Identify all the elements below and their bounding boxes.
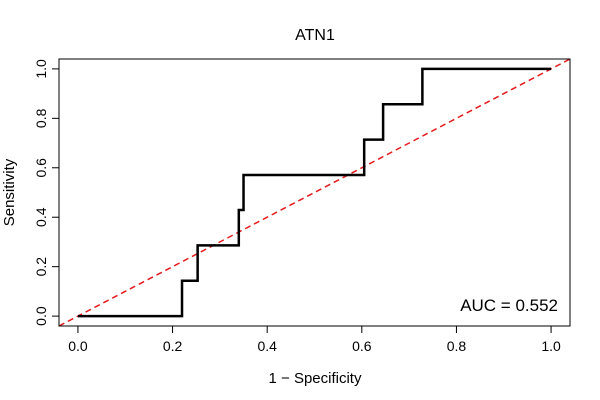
y-axis: 0.0 0.2 0.4 0.6 0.8 1.0 [33, 59, 59, 326]
plot-area [58, 58, 571, 327]
x-axis-label: 1 − Specificity [269, 370, 362, 387]
reference-diagonal-line [58, 58, 571, 327]
x-tick-label: 0.4 [257, 338, 277, 354]
x-tick-label: 0.6 [352, 338, 372, 354]
y-tick-label: 1.0 [33, 59, 49, 79]
x-tick-label: 0.0 [68, 338, 88, 354]
x-tick-label: 1.0 [541, 338, 561, 354]
roc-curve-line [77, 67, 552, 318]
y-axis-label: Sensitivity [1, 158, 18, 226]
y-tick-label: 0.4 [33, 207, 49, 227]
auc-annotation: AUC = 0.552 [460, 296, 558, 315]
y-tick-label: 0.6 [33, 158, 49, 178]
y-tick-label: 0.2 [33, 257, 49, 277]
x-tick-label: 0.8 [447, 338, 467, 354]
plot-frame [58, 58, 571, 327]
x-axis: 0.0 0.2 0.4 0.6 0.8 1.0 [68, 326, 561, 354]
y-tick-label: 0.8 [33, 108, 49, 128]
x-tick-label: 0.2 [163, 338, 183, 354]
chart-title: ATN1 [295, 27, 335, 44]
y-tick-label: 0.0 [33, 306, 49, 326]
